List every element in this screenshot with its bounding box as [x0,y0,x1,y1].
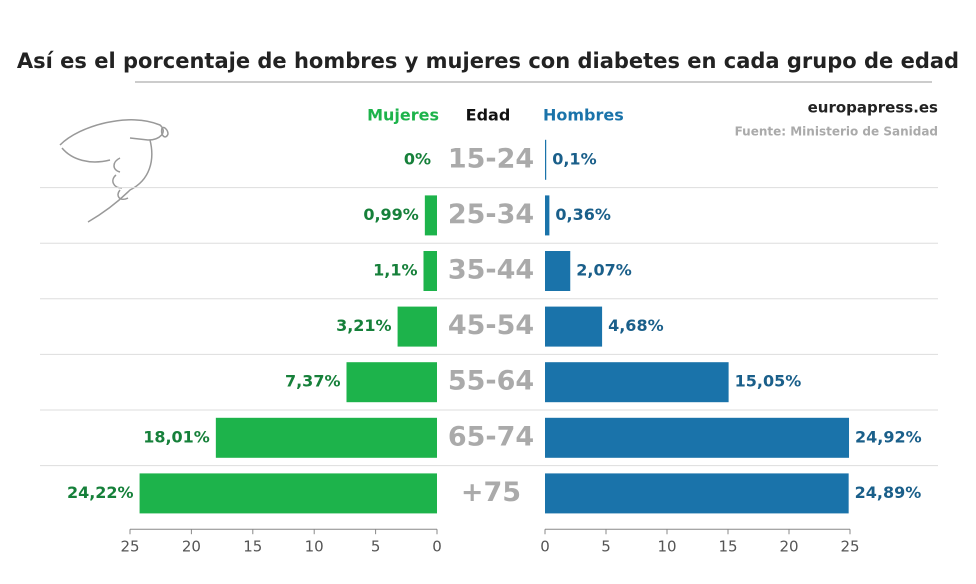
x-tick-label: 5 [371,538,381,556]
value-label: 4,68% [608,316,664,335]
bar [397,306,437,347]
bar [424,195,437,236]
x-tick-label: 20 [779,538,798,556]
bar [545,362,729,403]
value-label: 24,22% [67,483,134,502]
value-label: 15,05% [735,372,802,391]
bar [215,417,437,458]
value-label: 2,07% [576,261,632,280]
bar [545,139,547,180]
x-tick-label: 0 [540,538,550,556]
value-label: 24,92% [855,427,922,446]
value-label: 7,37% [285,372,341,391]
series-header: Hombres [543,106,624,125]
category-label: 35-44 [448,255,534,286]
value-label: 1,1% [373,261,417,280]
category-label: +75 [461,477,521,508]
value-label: 0,36% [555,205,611,224]
category-label: 45-54 [448,310,534,341]
value-label: 24,89% [855,483,922,502]
category-label: 65-74 [448,421,534,452]
bar [545,306,603,347]
category-label: 25-34 [448,199,534,230]
series-header: Mujeres [367,106,439,125]
x-tick-label: 15 [718,538,737,556]
bar [346,362,437,403]
bar [545,195,550,236]
value-label: 0,1% [552,149,596,168]
category-header: Edad [466,106,511,125]
value-label: 18,01% [143,427,210,446]
hand-icon [59,119,169,223]
chart-title: Así es el porcentaje de hombres y mujere… [17,49,959,73]
x-tick-label: 10 [657,538,676,556]
value-label: 0% [404,149,431,168]
x-tick-label: 5 [601,538,611,556]
bar [423,251,437,291]
source: europapress.es [808,99,938,117]
x-tick-label: 0 [432,538,442,556]
x-tick-label: 15 [243,538,262,556]
bar [545,417,850,458]
value-label: 3,21% [336,316,392,335]
category-label: 15-24 [448,143,534,174]
note: Fuente: Ministerio de Sanidad [735,125,938,139]
value-label: 0,99% [363,205,419,224]
bar [545,251,571,291]
bar [139,473,437,514]
bar [545,473,849,514]
x-tick-label: 25 [840,538,859,556]
x-tick-label: 10 [305,538,324,556]
category-label: 55-64 [448,366,534,397]
x-tick-label: 20 [182,538,201,556]
x-tick-label: 25 [120,538,139,556]
